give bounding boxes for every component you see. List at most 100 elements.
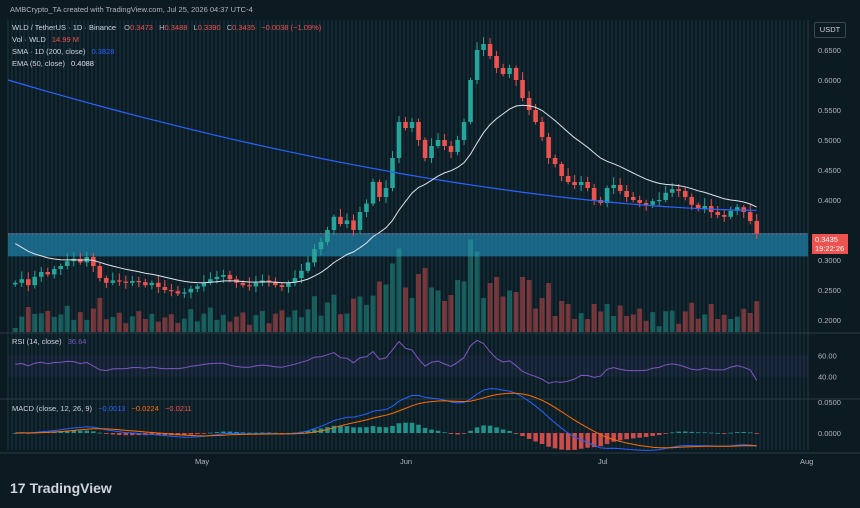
macd-histogram-bar (240, 432, 246, 434)
rsi-line (15, 339, 758, 384)
volume-bar (604, 304, 610, 332)
current-price-value: 0.3435 (815, 235, 838, 244)
macd-histogram-bar (487, 425, 493, 433)
candle-body (494, 56, 499, 68)
candle-body (214, 276, 220, 280)
macd-histogram-bar (357, 427, 363, 433)
volume-bar (689, 302, 695, 332)
sma-label: SMA · 1D (200, close) (12, 47, 86, 56)
candle-body (370, 182, 376, 204)
macd-histogram-bar (669, 432, 675, 434)
volume-bar (435, 290, 441, 332)
candle-body (104, 278, 109, 283)
sma-value: 0.3828 (91, 47, 115, 56)
rsi-value: 36.64 (67, 337, 87, 346)
rsi-legend: RSI (14, close) 36.64 (12, 337, 86, 346)
currency-selector[interactable]: USDT (814, 22, 846, 38)
macd-histogram-bar (676, 431, 681, 433)
macd-histogram-bar (162, 433, 168, 436)
volume-bar (539, 298, 545, 332)
candle-body (390, 158, 395, 188)
volume-bar (591, 304, 597, 332)
volume-bar (611, 316, 617, 332)
candle-body (162, 287, 168, 290)
candle-body (240, 282, 246, 286)
macd-histogram-bar (546, 433, 551, 447)
candle-body (58, 266, 64, 269)
candle-body (630, 197, 636, 200)
macd-histogram-bar (721, 433, 727, 434)
candle-body (721, 215, 727, 217)
candle-body (45, 272, 51, 275)
volume-bar (520, 277, 526, 332)
candle-body (403, 122, 408, 128)
tradingview-logo[interactable]: 17 TradingView (10, 480, 112, 496)
macd-value-1: −0.0013 (98, 404, 126, 413)
candle-body (682, 191, 688, 197)
candle-body (396, 122, 402, 158)
price-tick-label: 0.5500 (818, 106, 841, 115)
ema-legend: EMA (50, close) 0.4088 (12, 59, 94, 68)
candle-body (526, 98, 532, 110)
support-zone (8, 233, 808, 257)
volume-bar (715, 319, 721, 332)
candle-body (169, 290, 174, 292)
candle-body (253, 282, 259, 287)
candle-body (409, 122, 415, 128)
macd-legend: MACD (close, 12, 26, 9) −0.0013 −0.0224 … (12, 404, 192, 413)
macd-histogram-bar (585, 433, 590, 448)
price-tick-label: 0.6000 (818, 76, 841, 85)
price-tick-label: 0.2000 (818, 316, 841, 325)
macd-histogram-bar (663, 433, 668, 434)
macd-histogram-bar (539, 433, 545, 445)
candle-body (299, 270, 304, 278)
macd-histogram-bar (97, 432, 103, 434)
candle-body (533, 110, 538, 122)
candle-body (208, 279, 213, 283)
macd-histogram-bar (520, 433, 525, 437)
volume-bar (442, 301, 448, 332)
volume-bar (285, 317, 291, 332)
tradingview-mark-icon: 17 (10, 480, 26, 496)
volume-bar (351, 298, 356, 332)
macd-histogram-bar (117, 433, 122, 435)
macd-histogram-bar (214, 432, 220, 433)
volume-bar (331, 294, 337, 332)
candle-body (325, 230, 330, 242)
candle-body (572, 182, 577, 185)
price-tick-label: 0.6500 (818, 46, 841, 55)
macd-histogram-bar (123, 433, 129, 436)
macd-histogram-bar (624, 433, 629, 440)
ema-50-line (15, 104, 757, 284)
volume-bar (201, 313, 207, 332)
volume-bar (214, 319, 220, 332)
macd-histogram-bar (409, 422, 415, 433)
macd-histogram-bar (266, 432, 272, 434)
candle-body (715, 212, 720, 215)
ema-value: 0.4088 (71, 59, 94, 68)
candle-body (123, 281, 129, 283)
volume-bar (708, 304, 714, 332)
macd-histogram-bar (702, 432, 707, 434)
volume-bar (90, 308, 96, 332)
open-value: 0.3473 (130, 23, 153, 32)
volume-bar (676, 323, 682, 332)
volume-bar (669, 310, 675, 332)
macd-histogram-bar (695, 432, 701, 434)
candle-body (552, 158, 558, 164)
volume-bar (32, 313, 38, 332)
volume-bar (695, 318, 701, 332)
volume-bar (110, 316, 116, 332)
macd-histogram-bar (364, 427, 369, 433)
volume-bar (546, 283, 552, 332)
time-tick-label: Jun (400, 457, 412, 466)
candle-body (201, 282, 207, 287)
macd-histogram-bar (559, 433, 564, 450)
macd-histogram-bar (682, 431, 688, 433)
candle-body (175, 291, 181, 294)
volume-bar (344, 313, 350, 332)
volume-bar (51, 316, 57, 332)
candle-body (546, 137, 551, 158)
volume-bar (747, 313, 753, 332)
